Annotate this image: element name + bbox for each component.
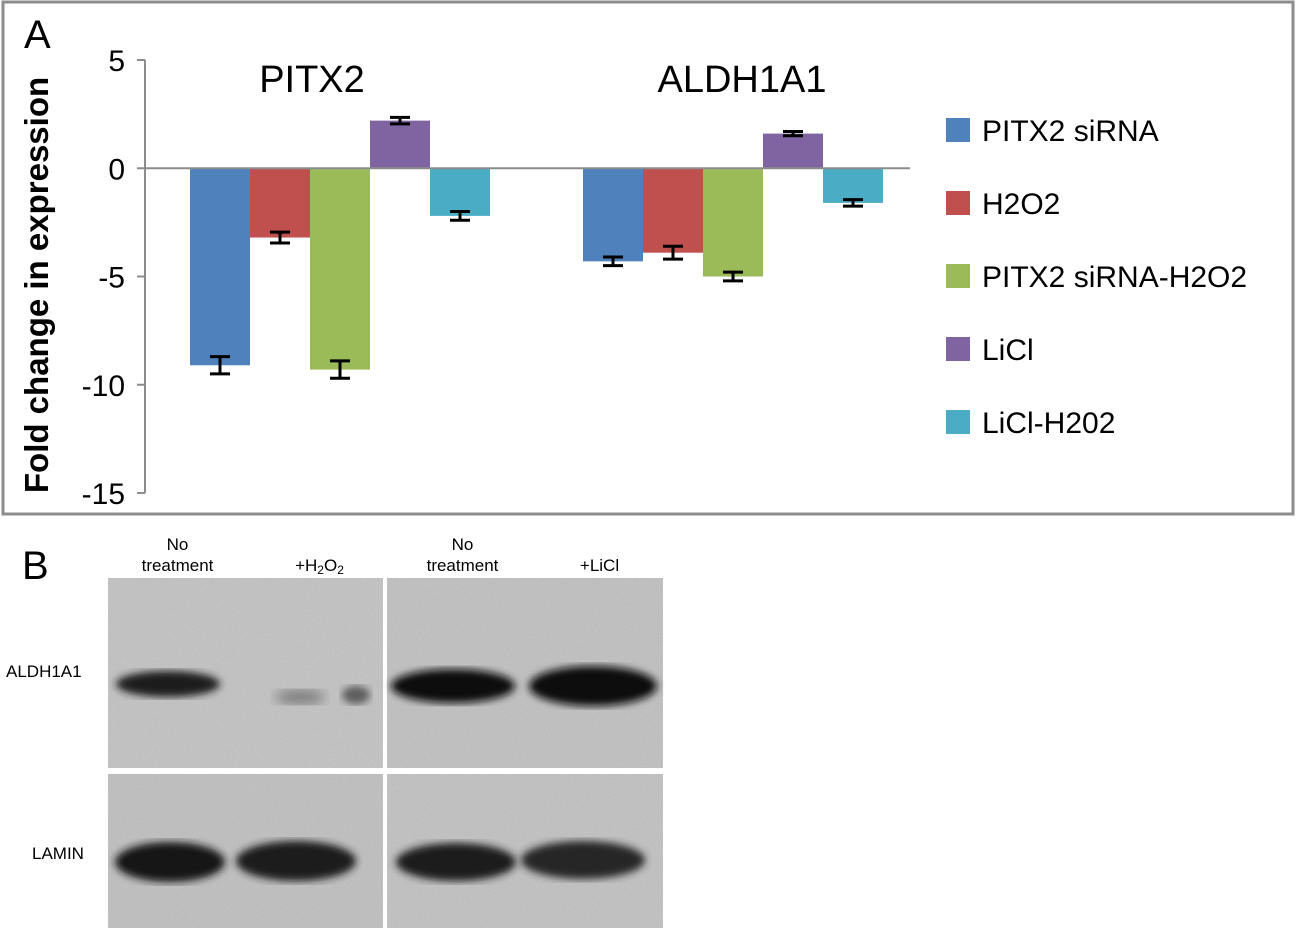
panel-a: A Fold change in expression 5 0 -5 -10 -15 P… [1, 0, 1295, 516]
blot-band [115, 842, 225, 882]
lane-label-subscript: 2 [337, 563, 344, 577]
bar-h2o2 [643, 168, 703, 253]
category-label: PITX2 [259, 59, 365, 101]
lane-label-subscript: 2 [317, 563, 324, 577]
lane-label-h2o2: +H2O2 [262, 555, 377, 581]
bar-licl-h202 [430, 168, 490, 216]
legend-label: LiCl-H202 [982, 407, 1115, 440]
bar-pitx2-sirna-h2o2 [703, 168, 763, 277]
lane-label-no-treatment-1: No treatment [120, 534, 235, 576]
legend-swatch [946, 337, 970, 361]
lane-label-licl: +LiCl [579, 556, 620, 575]
panel-b-letter: B [22, 544, 49, 588]
lane-label-line: treatment [141, 556, 214, 575]
y-tick-label: -15 [82, 478, 125, 511]
blot-band [236, 841, 356, 881]
panel-a-letter: A [24, 13, 51, 57]
blot-band [529, 666, 657, 706]
blot-band [275, 690, 325, 704]
y-axis: 5 0 -5 -10 -15 [82, 45, 146, 511]
lane-label-line: treatment [426, 556, 499, 575]
blot-band [521, 841, 645, 879]
lane-label-line: No [451, 535, 474, 554]
blot-row-label-lamin: LAMIN [32, 844, 84, 863]
blot-band [391, 669, 515, 703]
legend-label: PITX2 siRNA [982, 115, 1159, 148]
legend-swatch [946, 410, 970, 434]
legend-swatch [946, 118, 970, 142]
category-labels: PITX2 ALDH1A1 [259, 59, 826, 101]
y-tick-label: -10 [82, 370, 125, 403]
blot-band [116, 671, 220, 697]
blot-band [396, 843, 516, 881]
blot-row-label-aldh1a1: ALDH1A1 [6, 662, 82, 681]
legend-swatch [946, 264, 970, 288]
blot-band [342, 686, 370, 704]
bar-pitx2-sirna [583, 168, 643, 262]
category-label: ALDH1A1 [658, 59, 827, 101]
y-tick-label: 0 [108, 153, 125, 186]
bar-h2o2 [250, 168, 310, 238]
lane-label-text: O [323, 556, 338, 575]
bar-chart: A Fold change in expression 5 0 -5 -10 -15 P… [1, 0, 1295, 516]
bar-licl-h202 [823, 168, 883, 203]
bar-pitx2-sirna [190, 168, 250, 366]
y-tick-label: -5 [98, 262, 125, 295]
bar-licl [763, 133, 823, 169]
legend-label: LiCl [982, 334, 1034, 367]
legend-swatch [946, 191, 970, 215]
y-axis-title: Fold change in expression [18, 77, 55, 493]
bar-pitx2-sirna-h2o2 [310, 168, 370, 370]
western-blot-image [108, 578, 663, 928]
bar-licl [370, 120, 430, 169]
panel-b: B No treatment +H2O2 No treatment +LiCl … [0, 520, 1298, 928]
legend-label: PITX2 siRNA-H2O2 [982, 261, 1247, 294]
lane-label-line: No [166, 535, 189, 554]
lane-label-text: +H [295, 556, 318, 575]
y-tick-label: 5 [108, 45, 125, 78]
bar-series [145, 115, 910, 380]
lane-label-no-treatment-2: No treatment [405, 534, 520, 576]
legend: PITX2 siRNA H2O2 PITX2 siRNA-H2O2 LiCl LiCl-… [946, 115, 1247, 440]
legend-label: H2O2 [982, 188, 1060, 221]
